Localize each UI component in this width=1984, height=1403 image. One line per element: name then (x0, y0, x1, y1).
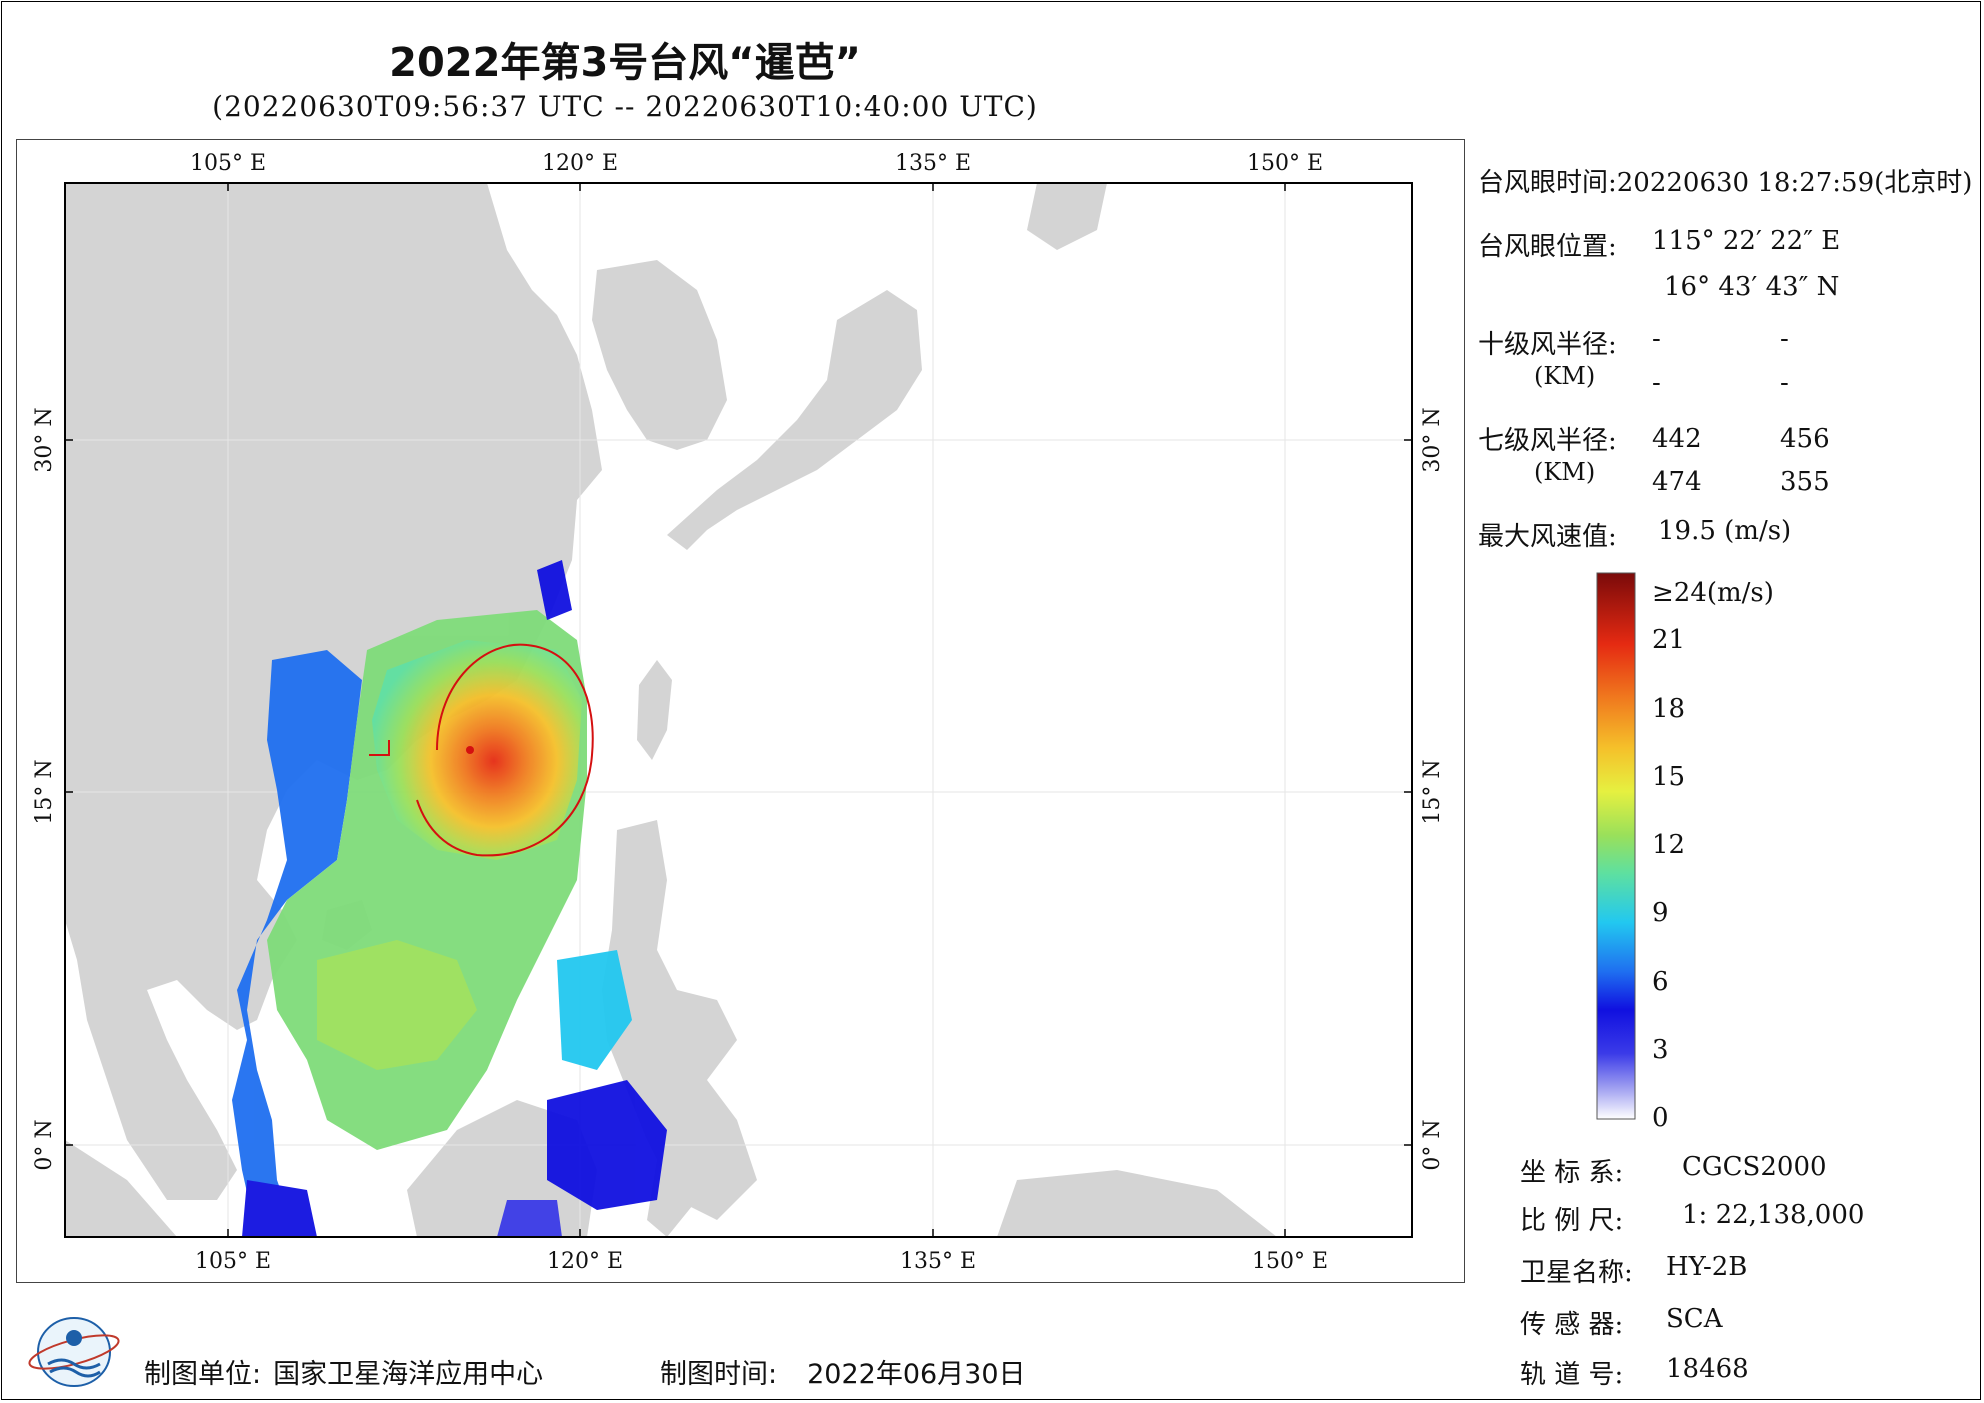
r10-value-2: - (1780, 324, 1789, 354)
legend-tick-label: 12 (1652, 830, 1686, 860)
land-japan (667, 290, 922, 550)
lon-label-bottom-120: 120° E (547, 1249, 623, 1274)
axis-ticks (65, 183, 1412, 1237)
nsoas-logo-icon (28, 1317, 120, 1387)
orbit-value: 18468 (1666, 1354, 1749, 1384)
swath-sw-strip (242, 1180, 317, 1237)
satellite-value: HY-2B (1666, 1252, 1748, 1282)
sensor-value: SCA (1666, 1304, 1723, 1334)
r10-label: 十级风半径: (1478, 330, 1617, 360)
swath-core (372, 640, 582, 860)
land-hokkaido (1027, 183, 1107, 250)
crs-value: CGCS2000 (1682, 1152, 1827, 1182)
date-row: 制图时间: 2022年06月30日 (660, 1352, 1026, 1391)
date-label: 制图时间: (660, 1359, 778, 1390)
r7-value-1: 442 (1652, 424, 1702, 454)
wind-speed-colorbar (1596, 572, 1636, 1120)
eye-time-row: 台风眼时间:20220630 18:27:59(北京时) (1478, 162, 1972, 199)
lon-label-top-150: 150° E (1247, 151, 1323, 176)
legend-tick-label: 0 (1652, 1103, 1669, 1133)
lon-label-top-135: 135° E (895, 151, 971, 176)
scale-value: 1: 22,138,000 (1682, 1200, 1865, 1230)
r7-value-2: 456 (1780, 424, 1830, 454)
max-wind-value: 19.5 (m/s) (1658, 516, 1792, 546)
lat-label-left-0: 0° N (32, 1119, 57, 1170)
maker-row: 制图单位: 国家卫星海洋应用中心 (144, 1352, 543, 1391)
land-taiwan (637, 660, 672, 760)
land-new-guinea (997, 1170, 1277, 1237)
land-sumatra (65, 1140, 177, 1237)
map-svg: 105° E 120° E 135° E 150° E 105° E 120° … (32, 151, 1445, 1274)
swath-west (232, 650, 362, 1237)
r7-label: 七级风半径: (1478, 426, 1617, 456)
wind-swath (232, 560, 667, 1237)
lat-label-left-15: 15° N (32, 759, 57, 824)
crs-label: 坐 标 系: (1520, 1158, 1624, 1188)
eye-pos-label: 台风眼位置: (1478, 232, 1617, 262)
satellite-label: 卫星名称: (1520, 1258, 1633, 1288)
lon-label-bottom-105: 105° E (195, 1249, 271, 1274)
lon-label-top-120: 120° E (542, 151, 618, 176)
max-wind-label: 最大风速值: (1478, 522, 1617, 552)
eye-time-label: 台风眼时间: (1478, 168, 1617, 198)
land-korea (592, 260, 727, 450)
r7-value-4: 355 (1780, 467, 1830, 497)
legend-tick-label: 9 (1652, 898, 1669, 929)
orbit-label: 轨 道 号: (1520, 1360, 1624, 1390)
lat-label-right-0: 0° N (1420, 1119, 1445, 1170)
lat-label-right-30: 30° N (1420, 407, 1445, 472)
lon-label-bottom-135: 135° E (900, 1249, 976, 1274)
lat-label-left-30: 30° N (32, 407, 57, 472)
legend-tick-label: 21 (1652, 625, 1686, 656)
r7-unit: (KM) (1534, 458, 1596, 486)
map-subtitle: (20220630T09:56:37 UTC -- 20220630T10:40… (212, 90, 1038, 123)
map-title: 2022年第3号台风“暹芭” (389, 40, 861, 86)
swath-south-strip (497, 1200, 562, 1237)
lat-label-right-15: 15° N (1420, 759, 1445, 824)
legend-unit-label: ≥24(m/s) (1652, 578, 1774, 608)
r10-value-1: - (1652, 324, 1661, 354)
swath-celebes (547, 1080, 667, 1210)
scale-label: 比 例 尺: (1520, 1206, 1624, 1236)
swath-taiwan-strait (537, 560, 572, 620)
legend-tick-label: 6 (1652, 966, 1669, 997)
map-panel: 105° E 120° E 135° E 150° E 105° E 120° … (16, 139, 1465, 1283)
r7-value-3: 474 (1652, 467, 1702, 497)
eye-lat-value: 16° 43′ 43″ N (1664, 272, 1840, 302)
typhoon-eye-marker (466, 746, 474, 754)
r10-unit: (KM) (1534, 362, 1596, 390)
legend-tick-label: 18 (1652, 693, 1686, 724)
eye-lon-value: 115° 22′ 22″ E (1652, 226, 1841, 256)
wind-radius-r7 (369, 643, 594, 857)
plot-border (64, 182, 1413, 1238)
maker-value: 国家卫星海洋应用中心 (273, 1359, 544, 1390)
maker-label: 制图单位: (144, 1359, 262, 1390)
lon-label-top-105: 105° E (190, 151, 266, 176)
lon-label-bottom-150: 150° E (1252, 1249, 1328, 1274)
r10-value-4: - (1780, 368, 1789, 398)
sensor-label: 传 感 器: (1520, 1310, 1624, 1340)
eye-time-value: 20220630 18:27:59(北京时) (1616, 168, 1973, 198)
legend-tick-label: 15 (1652, 761, 1686, 792)
swath-south-mid (317, 940, 477, 1070)
legend-tick-label: 3 (1652, 1034, 1669, 1065)
swath-east-block (557, 950, 632, 1070)
land-sulawesi (647, 1150, 727, 1237)
date-value: 2022年06月30日 (807, 1359, 1026, 1390)
r10-value-3: - (1652, 368, 1661, 398)
